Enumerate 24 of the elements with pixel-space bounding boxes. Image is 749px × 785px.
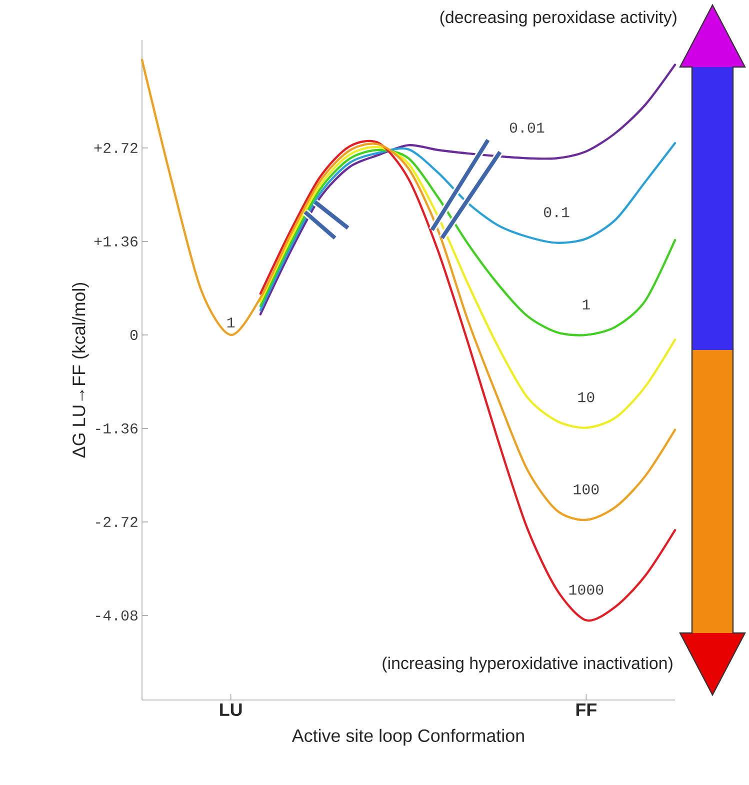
y-tick-label: +1.36 (94, 236, 138, 247)
line-series (259, 64, 676, 316)
series-label: 1 (582, 300, 590, 310)
series-label: 1000 (569, 584, 604, 595)
series-label: 0.1 (544, 207, 570, 218)
x-axis-title: Active site loop Conformation (292, 728, 524, 746)
y-tick-label: +2.72 (94, 142, 138, 153)
y-axis-title: ΔG LU→FF (kcal/mol) (72, 282, 89, 458)
line-series (259, 142, 676, 312)
x-tick-label: FF (576, 704, 596, 716)
y-tick-label: -4.08 (96, 610, 138, 620)
line-series (259, 146, 676, 429)
y-tick-label: 0 (130, 330, 138, 340)
series-label: 100 (574, 484, 599, 494)
line-series (140, 58, 676, 521)
annotation: 1 (227, 318, 235, 328)
line-series (259, 148, 676, 336)
series-label: 0.01 (510, 122, 544, 133)
y-tick-label: -2.72 (96, 516, 138, 527)
text: (decreasing peroxidase activity) (440, 10, 676, 26)
x-tick-label: LU (220, 704, 242, 716)
y-tick-label: -1.36 (96, 423, 138, 434)
series-label: 10 (578, 392, 594, 402)
annotation: (increasing hyperoxidative inactivation) (382, 656, 672, 672)
